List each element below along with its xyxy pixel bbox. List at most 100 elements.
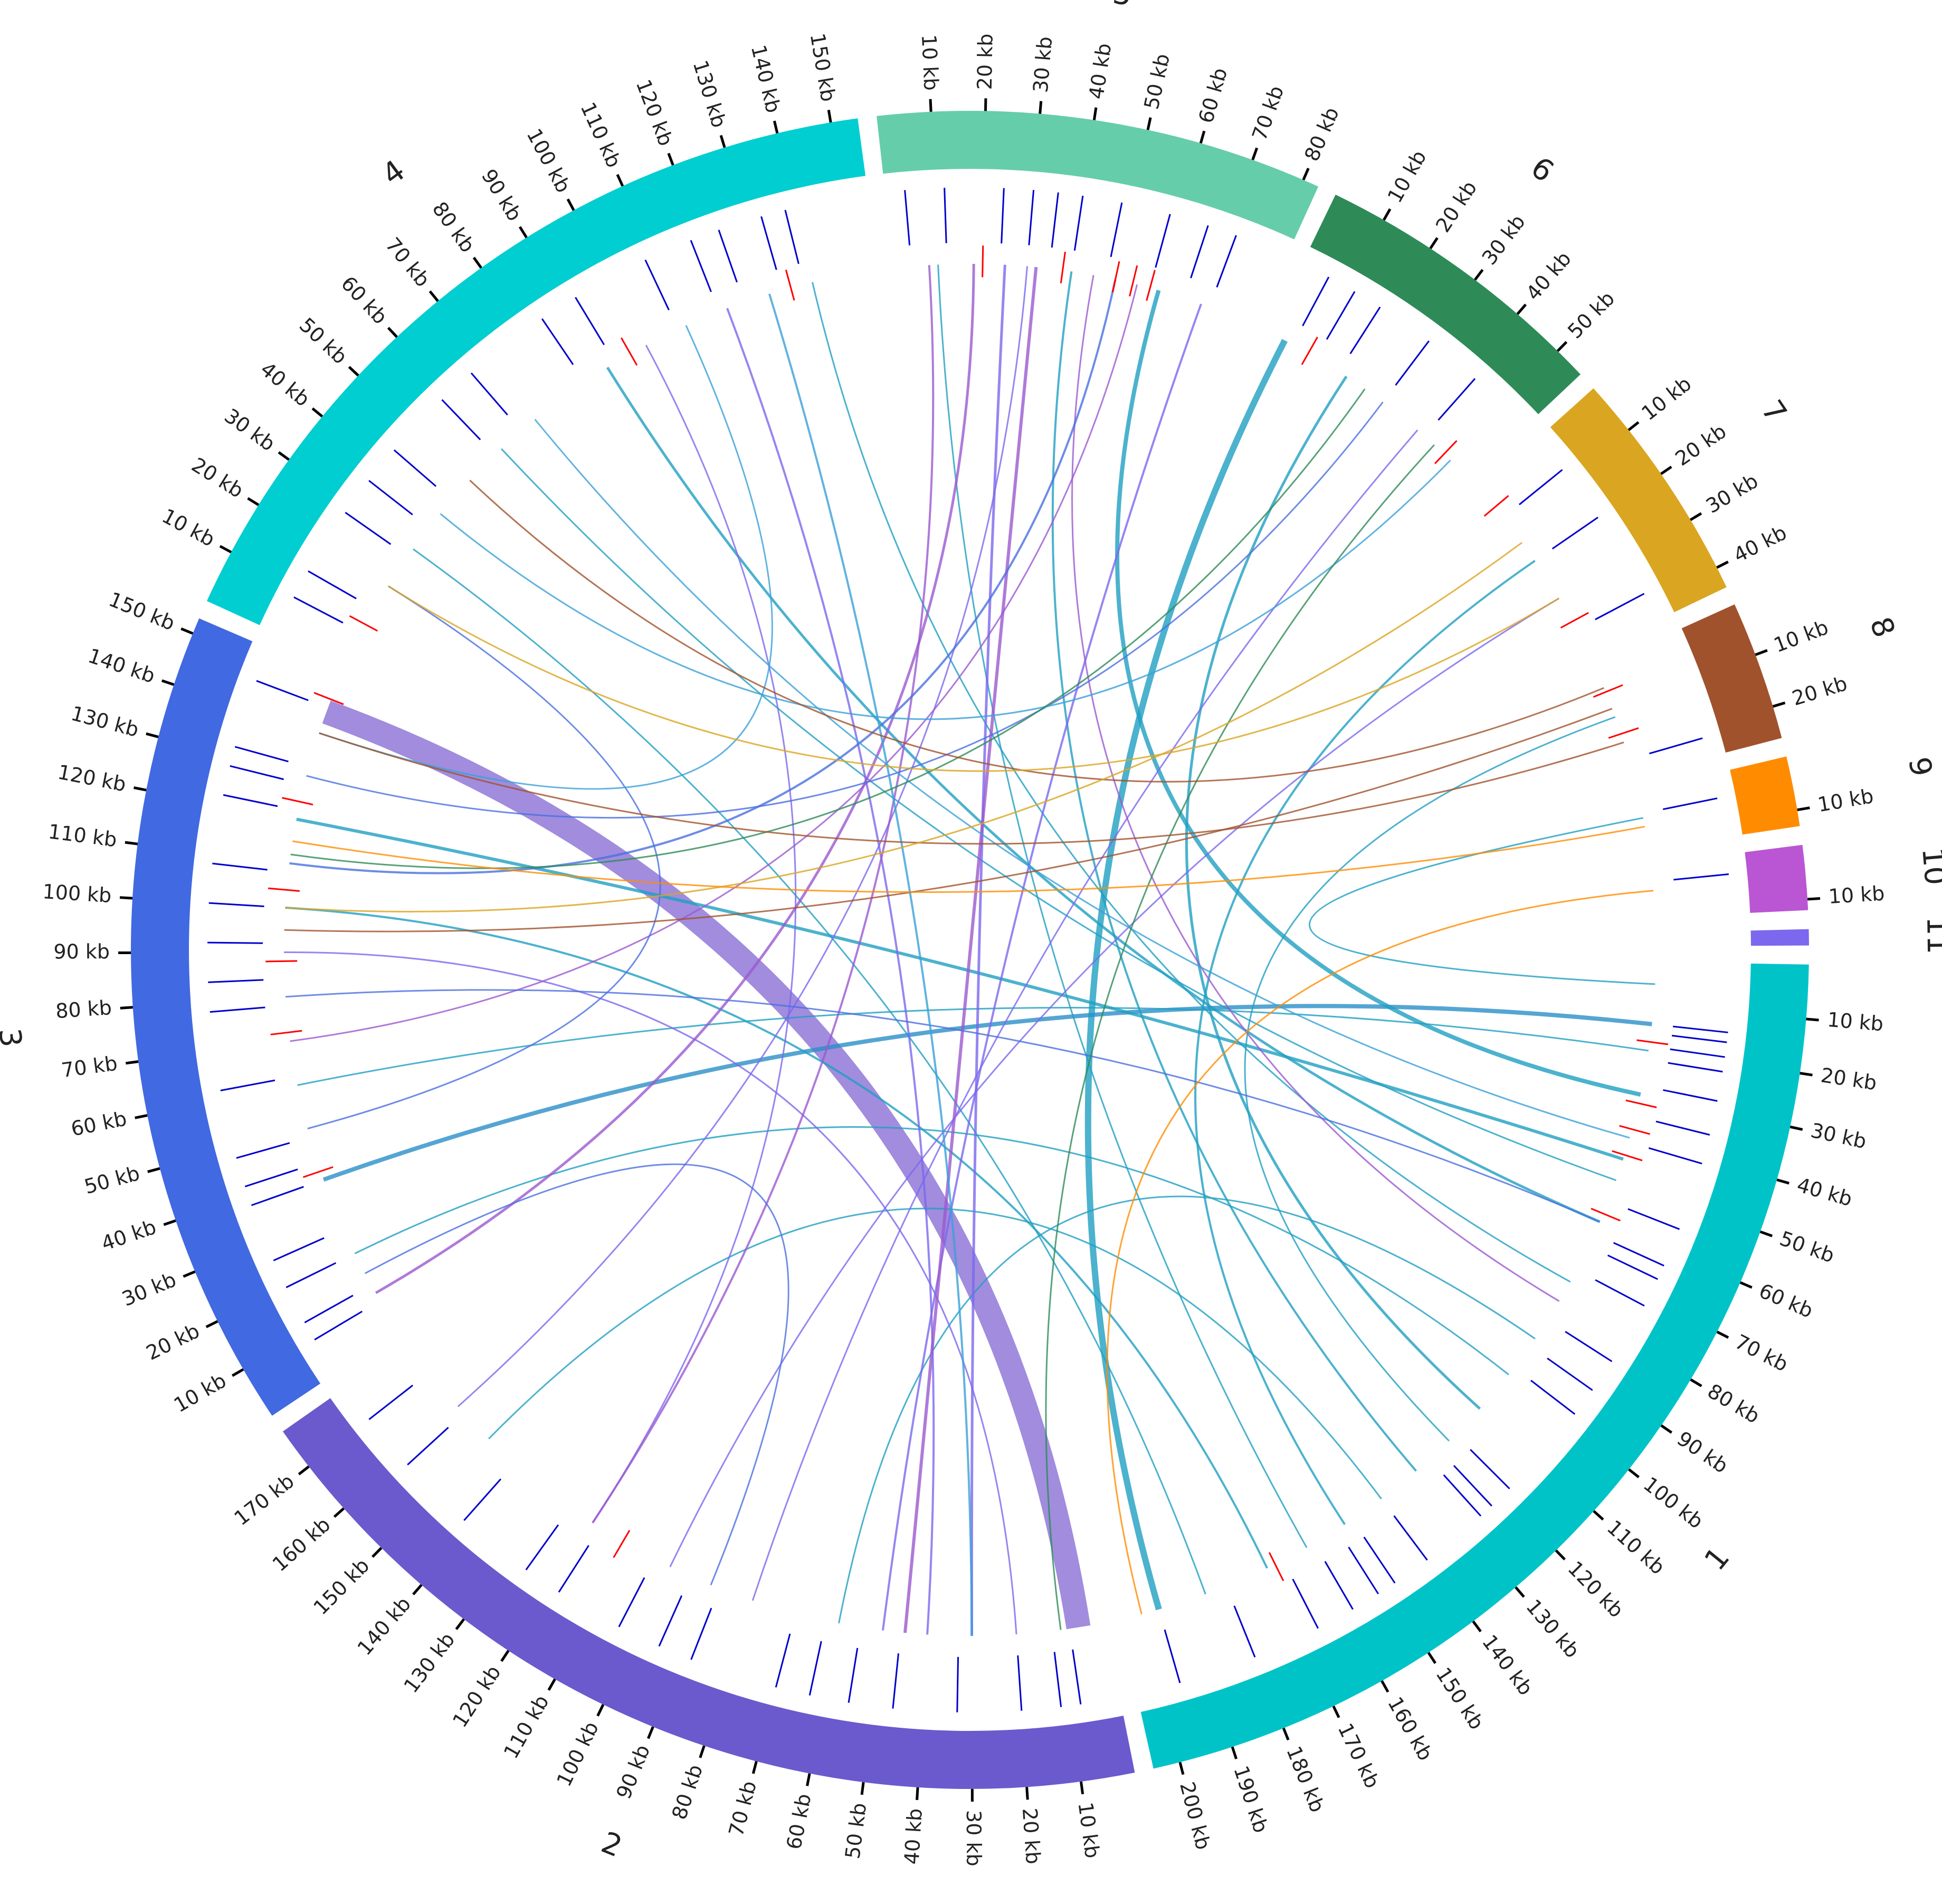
feature-mark — [350, 616, 378, 631]
tick-label: 190 kb — [1229, 1763, 1273, 1836]
link — [284, 709, 1612, 931]
tick-label: 150 kb — [1431, 1663, 1488, 1734]
feature-mark — [369, 1385, 413, 1420]
tick-label: 20 kb — [1431, 177, 1481, 236]
tick-label: 80 kb — [55, 996, 112, 1023]
tick — [1777, 1180, 1789, 1184]
tick — [774, 121, 777, 133]
tick-label: 10 kb — [1828, 882, 1886, 908]
tick — [279, 452, 289, 460]
feature-mark — [369, 481, 413, 515]
chromosome — [1550, 388, 1727, 612]
feature-mark — [1553, 517, 1598, 549]
tick-label: 70 kb — [60, 1052, 119, 1082]
tick — [1594, 1511, 1603, 1519]
tick-label: 10 kb — [1383, 146, 1431, 206]
tick — [1040, 101, 1041, 114]
tick-label: 20 kb — [973, 33, 997, 90]
tick-label: 40 kb — [1730, 521, 1791, 567]
feature-mark — [1052, 193, 1058, 247]
tick-label: 70 kb — [381, 233, 435, 291]
feature-mark — [1073, 1650, 1081, 1705]
feature-mark — [893, 1653, 899, 1708]
feature-mark — [394, 450, 436, 487]
tick-label: 60 kb — [337, 272, 392, 329]
tick-label: 100 kb — [552, 1718, 603, 1790]
feature-mark — [1531, 1381, 1575, 1414]
tick-label: 70 kb — [1248, 83, 1288, 144]
tick-label: 50 kb — [1563, 287, 1619, 343]
feature-mark — [1302, 337, 1318, 365]
feature-mark — [464, 1479, 501, 1521]
feature-mark — [1673, 874, 1728, 880]
feature-mark — [786, 270, 794, 300]
tick-label: 90 kb — [477, 165, 527, 225]
tick — [146, 734, 158, 737]
feature-mark — [1519, 470, 1563, 504]
tick-label: 20 kb — [1789, 672, 1850, 710]
feature-mark — [1325, 1562, 1353, 1610]
feature-mark — [315, 1311, 362, 1340]
tick-label: 30 kb — [1808, 1119, 1868, 1153]
link — [607, 367, 1600, 1222]
tick-label: 10 kb — [1073, 1801, 1104, 1859]
tick — [1148, 118, 1150, 130]
feature-mark — [761, 216, 777, 270]
tick-label: 60 kb — [1194, 65, 1232, 126]
feature-mark — [268, 888, 300, 891]
chromosome — [1745, 845, 1808, 913]
feature-mark — [810, 1641, 821, 1696]
tick-label: 90 kb — [53, 940, 110, 963]
chromosome-label: 2 — [596, 1825, 626, 1864]
feature-mark — [1670, 1049, 1725, 1057]
feature-mark — [1470, 1450, 1509, 1489]
tick — [700, 1746, 705, 1758]
chromosome-label: 7 — [1754, 394, 1793, 429]
tick-label: 160 kb — [1383, 1693, 1438, 1765]
tick — [126, 1062, 138, 1063]
tick — [669, 153, 673, 165]
tick-label: 50 kb — [1140, 52, 1175, 111]
tick-label: 20 kb — [1819, 1063, 1878, 1094]
feature-mark — [1002, 188, 1004, 243]
feature-mark — [1673, 1026, 1728, 1032]
feature-mark — [1547, 1358, 1593, 1391]
tick — [549, 1679, 555, 1690]
feature-mark — [1165, 1630, 1180, 1683]
feature-mark — [1672, 1035, 1727, 1042]
tick — [349, 367, 358, 375]
feature-mark — [1626, 1100, 1657, 1107]
tick-label: 90 kb — [1673, 1427, 1732, 1478]
links — [284, 264, 1655, 1636]
tick — [598, 1705, 603, 1716]
feature-mark — [614, 1530, 630, 1558]
tick — [388, 328, 397, 337]
feature-mark — [1074, 196, 1083, 251]
feature-mark — [645, 260, 669, 310]
feature-mark — [691, 240, 711, 292]
feature-mark — [945, 188, 947, 243]
tick — [1806, 1019, 1819, 1020]
chromosome — [1730, 756, 1800, 834]
feature-mark — [304, 1296, 353, 1322]
tick — [1081, 1782, 1083, 1794]
feature-mark — [282, 798, 313, 805]
tick — [248, 498, 259, 505]
tick — [148, 1168, 160, 1172]
tick — [1558, 342, 1567, 351]
tick-label: 110 kb — [47, 820, 118, 851]
chromosome-label: 5 — [1110, 0, 1134, 13]
tick-label: 140 kb — [353, 1593, 415, 1660]
chromosome-label: 11 — [1920, 916, 1942, 954]
feature-mark — [1435, 441, 1456, 463]
tick — [1334, 1706, 1339, 1718]
link — [489, 1208, 1381, 1499]
tick-label: 30 kb — [119, 1268, 179, 1310]
tick-label: 170 kb — [230, 1469, 299, 1530]
tick-label: 60 kb — [782, 1792, 816, 1851]
tick — [807, 1774, 810, 1786]
feature-mark — [1484, 496, 1509, 516]
tick-label: 80 kb — [428, 197, 480, 256]
tick-label: 130 kb — [399, 1628, 459, 1697]
tick — [1429, 1653, 1435, 1663]
